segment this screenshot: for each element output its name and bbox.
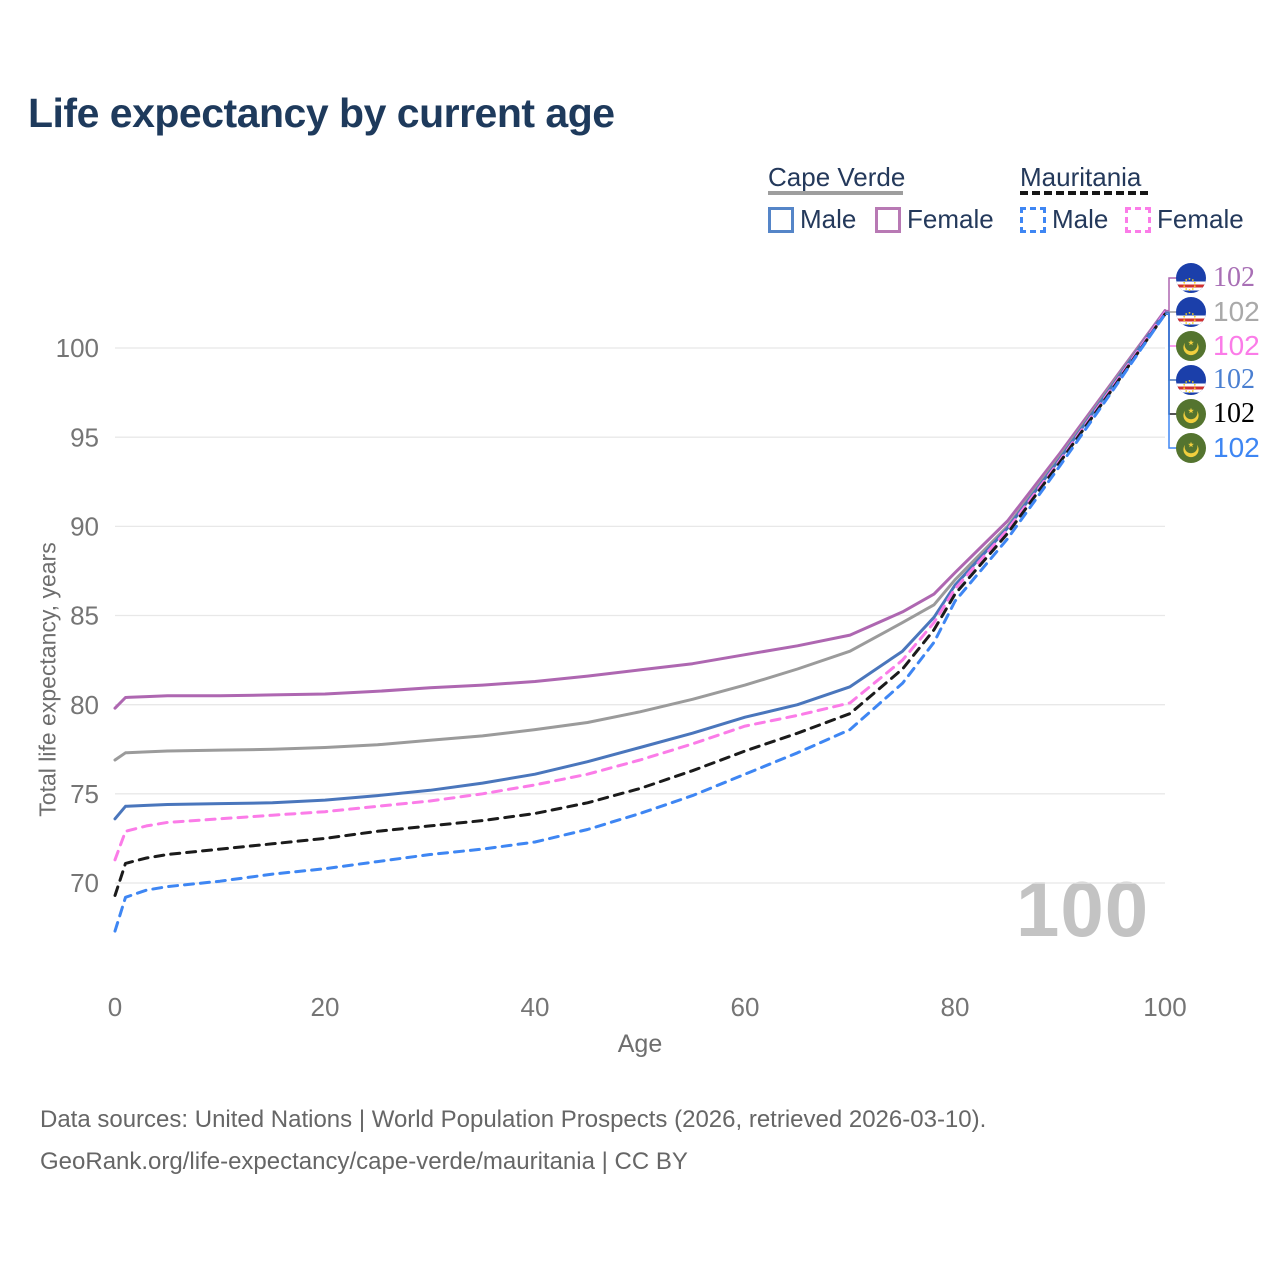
end-label-value: 102	[1213, 432, 1260, 463]
end-label-value: 102	[1213, 330, 1260, 361]
y-tick-label-90: 90	[70, 511, 99, 541]
x-axis-title: Age	[617, 1030, 663, 1058]
x-tick-label-100: 100	[1143, 992, 1186, 1022]
end-label-mr-both: 102	[1176, 398, 1255, 430]
flag-cape-verde-icon	[1176, 297, 1206, 327]
legend-item-mauritania-male[interactable]: Male	[1020, 204, 1108, 235]
flag-mauritania-icon	[1176, 399, 1206, 429]
y-tick-label-85: 85	[70, 601, 99, 631]
legend-label: Male	[800, 204, 857, 234]
flag-mauritania-icon	[1176, 331, 1206, 361]
footer-attribution: GeoRank.org/life-expectancy/cape-verde/m…	[40, 1148, 688, 1175]
page-title: Life expectancy by current age	[28, 90, 615, 136]
y-tick-label-95: 95	[70, 422, 99, 452]
series-line-cv-both	[113, 310, 1167, 762]
age-counter-watermark: 100	[1016, 865, 1150, 953]
y-axis-title: Total life expectancy, years	[34, 542, 61, 817]
series-line-mr-male	[113, 312, 1167, 933]
end-label-cv-male: 102	[1176, 364, 1255, 396]
legend-item-cape-verde-female[interactable]: Female	[875, 204, 994, 235]
legend-item-mauritania-female[interactable]: Female	[1125, 204, 1244, 235]
x-tick-label-80: 80	[941, 992, 970, 1022]
x-tick-label-60: 60	[731, 992, 760, 1022]
flag-mauritania-icon	[1176, 433, 1206, 463]
legend-mauritania-line-sample	[1020, 191, 1148, 195]
flag-cape-verde-icon	[1176, 263, 1206, 293]
series-line-cv-male	[113, 310, 1167, 821]
end-label-cv-both: 102	[1176, 296, 1260, 328]
end-label-value: 102	[1213, 398, 1255, 429]
series-line-mr-female	[113, 310, 1167, 862]
legend-label: Male	[1052, 204, 1109, 234]
end-label-mr-female: 102	[1176, 330, 1260, 362]
legend-item-cape-verde-male[interactable]: Male	[768, 204, 856, 235]
y-tick-label-70: 70	[70, 868, 99, 898]
footer-data-sources: Data sources: United Nations | World Pop…	[40, 1106, 987, 1133]
leader-line-cv-female	[1165, 277, 1179, 312]
series-line-mr-both	[113, 312, 1167, 897]
legend-swatch-cape-verde-female[interactable]	[875, 206, 901, 233]
end-label-value: 102	[1213, 262, 1255, 293]
legend-label: Female	[1157, 204, 1244, 234]
y-tick-label-80: 80	[70, 690, 99, 720]
legend-swatch-mauritania-male[interactable]	[1020, 206, 1046, 233]
legend-cape-verde-line-sample	[768, 191, 903, 195]
x-tick-label-40: 40	[521, 992, 550, 1022]
y-tick-label-100: 100	[56, 333, 99, 363]
x-tick-label-20: 20	[311, 992, 340, 1022]
end-label-mr-male: 102	[1176, 432, 1260, 464]
legend-label: Female	[907, 204, 994, 234]
end-label-cv-female: 102	[1176, 262, 1255, 294]
y-tick-label-75: 75	[70, 779, 99, 809]
legend-group-mauritania[interactable]: Mauritania	[1020, 162, 1142, 192]
end-label-value: 102	[1213, 364, 1255, 395]
legend-swatch-mauritania-female[interactable]	[1125, 206, 1151, 233]
legend-group-cape-verde[interactable]: Cape Verde	[768, 162, 906, 192]
legend-swatch-cape-verde-male[interactable]	[768, 206, 794, 233]
x-tick-label-0: 0	[108, 992, 122, 1022]
flag-cape-verde-icon	[1176, 365, 1206, 395]
series-line-cv-female	[113, 309, 1167, 710]
leader-line-mr-male	[1165, 313, 1179, 449]
end-label-value: 102	[1213, 296, 1260, 327]
